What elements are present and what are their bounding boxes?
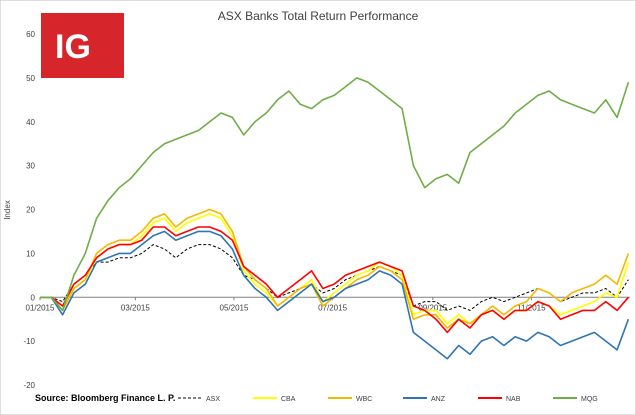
- series-line-mqg: [40, 77, 630, 312]
- y-tick-label: 60: [26, 30, 35, 39]
- ig-logo: IG: [41, 13, 124, 78]
- x-tick-label: 01/2015: [26, 303, 55, 312]
- legend-label-nab: NAB: [506, 396, 521, 403]
- y-tick-label: 10: [26, 249, 35, 258]
- ig-logo-text: IG: [55, 28, 91, 66]
- legend: ASX CBA WBC ANZ NAB MQG: [178, 396, 598, 403]
- y-tick-label: 20: [26, 206, 35, 215]
- y-tick-label: -10: [23, 337, 35, 346]
- y-tick-label: 0: [31, 293, 36, 302]
- y-tick-label: 30: [26, 162, 35, 171]
- series-line-asx: [40, 244, 629, 311]
- legend-label-asx: ASX: [206, 396, 220, 403]
- series-line-nab: [40, 226, 630, 334]
- legend-label-anz: ANZ: [431, 396, 446, 403]
- x-tick-label: 07/2015: [318, 303, 347, 312]
- series-line-anz: [40, 230, 630, 360]
- ig-logo-background: [41, 13, 124, 78]
- x-tick-label: 09/2015: [418, 303, 447, 312]
- x-tick-label: 03/2015: [121, 303, 150, 312]
- legend-label-mqg: MQG: [581, 396, 598, 403]
- y-axis: -20 -10 0 10 20 30 40 50 60: [23, 30, 35, 390]
- x-tick-label: 11/2015: [517, 303, 546, 312]
- y-tick-label: -20: [23, 381, 35, 390]
- series-layer: [40, 77, 630, 360]
- y-tick-label: 50: [26, 74, 35, 83]
- source-note: Source: Bloomberg Finance L. P.: [35, 393, 175, 403]
- x-tick-label: 05/2015: [220, 303, 249, 312]
- legend-label-cba: CBA: [281, 396, 296, 403]
- legend-label-wbc: WBC: [356, 396, 372, 403]
- chart-title: ASX Banks Total Return Performance: [218, 9, 419, 23]
- y-axis-label: Index: [3, 200, 12, 220]
- y-tick-label: 40: [26, 118, 35, 127]
